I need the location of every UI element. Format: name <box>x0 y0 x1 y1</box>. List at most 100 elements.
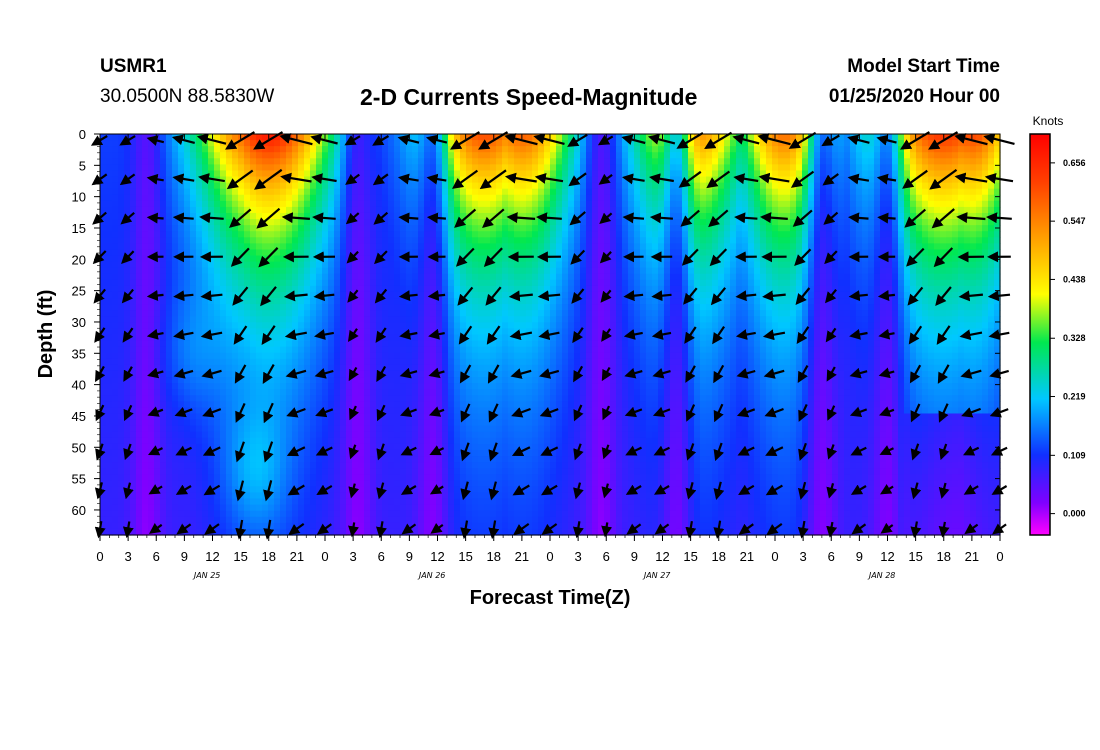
heatmap-cell <box>214 231 221 238</box>
heatmap-cell <box>340 182 347 190</box>
heatmap-cell <box>460 152 467 159</box>
heatmap-cell <box>424 291 431 299</box>
heatmap-cell <box>190 504 197 512</box>
heatmap-cell <box>148 474 155 481</box>
heatmap-cell <box>118 510 125 518</box>
heatmap-cell <box>280 249 287 257</box>
heatmap-cell <box>244 310 251 317</box>
heatmap-cell <box>100 158 107 165</box>
heatmap-cell <box>136 188 143 196</box>
heatmap-cell <box>166 407 173 415</box>
heatmap-cell <box>376 395 383 402</box>
heatmap-cell <box>112 486 119 494</box>
heatmap-cell <box>100 377 107 384</box>
heatmap-cell <box>370 322 377 330</box>
heatmap-cell <box>316 304 323 311</box>
heatmap-cell <box>112 352 119 360</box>
heatmap-cell <box>382 152 389 159</box>
heatmap-cell <box>214 486 221 494</box>
heatmap-cell <box>274 370 281 378</box>
heatmap-cell <box>166 219 173 226</box>
heatmap-cell <box>400 304 407 311</box>
heatmap-cell <box>544 474 551 481</box>
heatmap-cell <box>328 383 335 390</box>
heatmap-cell <box>256 468 263 475</box>
heatmap-cell <box>406 358 413 366</box>
heatmap-cell <box>298 298 305 305</box>
heatmap-cell <box>532 474 539 481</box>
heatmap-cell <box>262 522 269 530</box>
heatmap-cell <box>280 522 287 530</box>
heatmap-cell <box>346 249 353 257</box>
heatmap-cell <box>286 419 293 427</box>
heatmap-cell <box>148 419 155 427</box>
heatmap-cell <box>220 237 227 244</box>
heatmap-cell <box>214 528 221 536</box>
heatmap-cell <box>388 291 395 299</box>
heatmap-cell <box>154 492 161 500</box>
heatmap-cell <box>226 164 233 172</box>
heatmap-cell <box>340 298 347 305</box>
heatmap-cell <box>364 285 371 293</box>
heatmap-cell <box>148 377 155 384</box>
heatmap-cell <box>328 522 335 530</box>
heatmap-cell <box>190 358 197 366</box>
heatmap-cell <box>148 188 155 196</box>
heatmap-cell <box>328 298 335 305</box>
heatmap-cell <box>100 273 107 281</box>
heatmap-cell <box>472 231 479 238</box>
heatmap-cell <box>112 164 119 172</box>
heatmap-cell <box>202 419 209 427</box>
heatmap-cell <box>352 170 359 178</box>
heatmap-cell <box>544 431 551 439</box>
heatmap-cell <box>388 304 395 311</box>
heatmap-cell <box>358 377 365 384</box>
heatmap-cell <box>286 237 293 244</box>
heatmap-cell <box>298 437 305 445</box>
heatmap-cell <box>112 516 119 524</box>
heatmap-cell <box>148 340 155 348</box>
heatmap-cell <box>220 219 227 226</box>
heatmap-cell <box>532 468 539 475</box>
heatmap-cell <box>178 492 185 500</box>
heatmap-cell <box>346 158 353 165</box>
heatmap-cell <box>472 219 479 226</box>
heatmap-cell <box>220 389 227 396</box>
heatmap-cell <box>178 285 185 293</box>
heatmap-cell <box>526 164 533 172</box>
heatmap-cell <box>172 170 179 178</box>
heatmap-cell <box>526 456 533 463</box>
heatmap-cell <box>472 449 479 457</box>
heatmap-cell <box>400 516 407 524</box>
heatmap-cell <box>322 194 329 202</box>
heatmap-cell <box>514 474 521 481</box>
heatmap-cell <box>316 219 323 226</box>
heatmap-cell <box>436 437 443 445</box>
heatmap-cell <box>226 401 233 409</box>
heatmap-cell <box>304 528 311 536</box>
heatmap-cell <box>352 158 359 165</box>
heatmap-cell <box>262 243 269 251</box>
heatmap-cell <box>532 492 539 500</box>
heatmap-cell <box>520 243 527 251</box>
heatmap-cell <box>460 140 467 147</box>
heatmap-cell <box>172 194 179 202</box>
heatmap-cell <box>190 383 197 390</box>
heatmap-cell <box>430 152 437 159</box>
heatmap-cell <box>196 498 203 506</box>
heatmap-cell <box>514 443 521 451</box>
heatmap-cell <box>526 231 533 238</box>
heatmap-cell <box>346 243 353 251</box>
heatmap-cell <box>124 358 131 366</box>
heatmap-cell <box>406 206 413 214</box>
heatmap-cell <box>418 340 425 348</box>
heatmap-cell <box>544 377 551 384</box>
heatmap-cell <box>382 170 389 178</box>
heatmap-cell <box>124 273 131 281</box>
heatmap-cell <box>256 231 263 238</box>
heatmap-cell <box>520 352 527 360</box>
heatmap-cell <box>370 182 377 190</box>
heatmap-cell <box>442 261 449 269</box>
heatmap-cell <box>346 383 353 390</box>
heatmap-cell <box>328 158 335 165</box>
